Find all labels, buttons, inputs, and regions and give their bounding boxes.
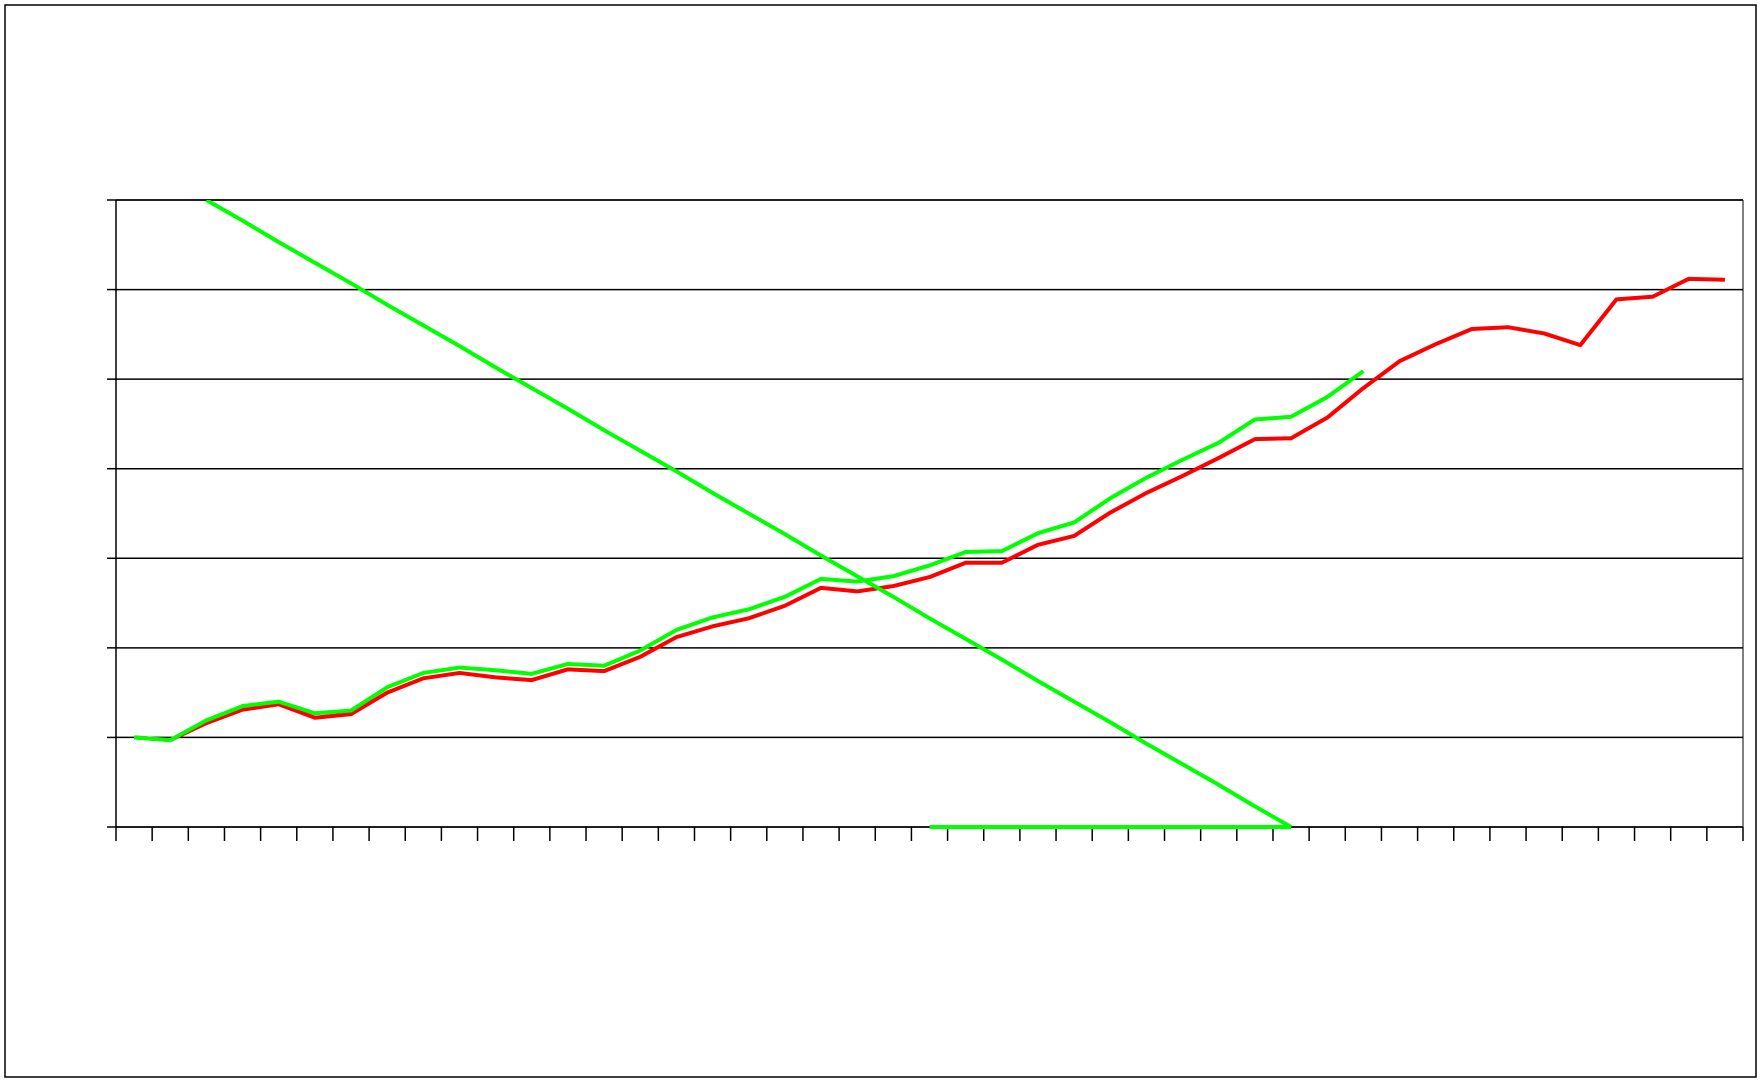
- series-line: [133, 276, 1725, 743]
- series-line: [133, 369, 1365, 743]
- chart-border: [4, 4, 1757, 1078]
- series-line: [205, 200, 1293, 829]
